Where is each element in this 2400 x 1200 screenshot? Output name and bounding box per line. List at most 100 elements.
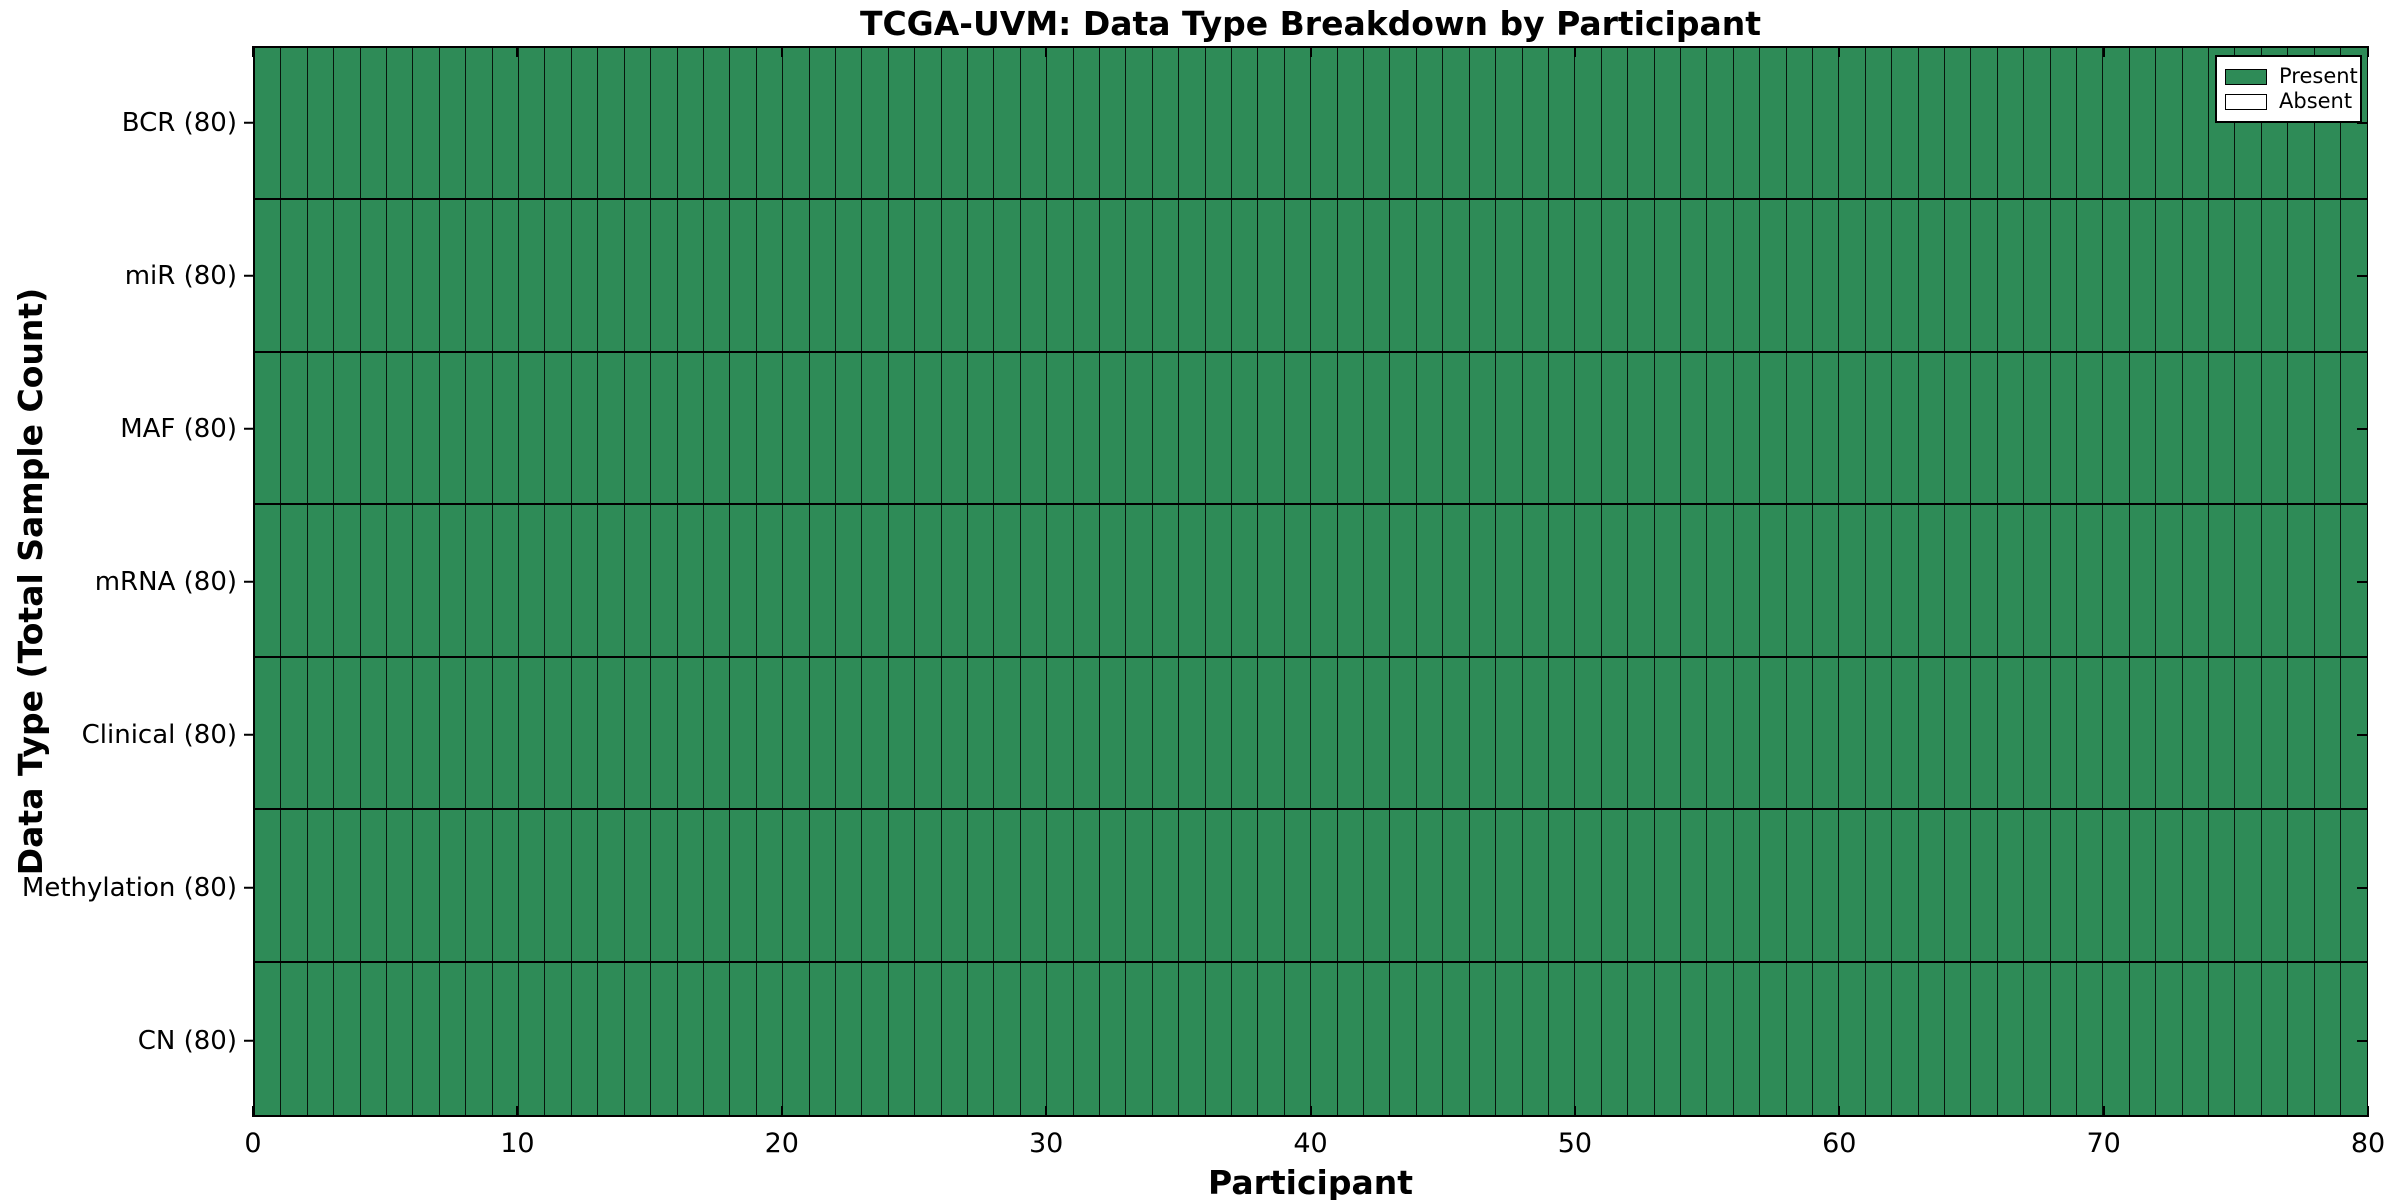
grid-cell xyxy=(1892,657,1919,809)
grid-cell xyxy=(2050,505,2078,656)
grid-cell xyxy=(2050,48,2078,199)
grid-cell xyxy=(1812,810,1840,961)
grid-cell xyxy=(1918,810,1945,961)
grid-cell xyxy=(1918,657,1945,809)
grid-cell xyxy=(2182,962,2210,1115)
grid-cell xyxy=(2341,810,2367,961)
grid-cell xyxy=(1126,810,1153,961)
y-tick-label: MAF (80) xyxy=(120,413,237,444)
grid-cell xyxy=(387,48,414,199)
legend-entry-present: Present xyxy=(2225,64,2358,89)
grid-cell xyxy=(1020,352,1048,504)
grid-cell xyxy=(941,352,968,504)
grid-cell xyxy=(1496,352,1523,504)
grid-cell xyxy=(1865,962,1893,1115)
grid-cell xyxy=(1073,505,1100,656)
grid-cell xyxy=(1918,505,1945,656)
grid-cell xyxy=(1020,962,1048,1115)
grid-cell xyxy=(1918,48,1945,199)
grid-cell xyxy=(1760,962,1787,1115)
x-tick-label: 0 xyxy=(244,1127,262,1159)
grid-cell xyxy=(1073,657,1100,809)
grid-cell xyxy=(307,810,335,961)
grid-cell xyxy=(1760,200,1787,351)
grid-cell xyxy=(756,48,784,199)
grid-cell xyxy=(941,505,968,656)
y-tick-mark xyxy=(244,274,253,277)
grid-cell xyxy=(2129,505,2157,656)
grid-cell xyxy=(783,200,810,351)
grid-cell xyxy=(783,48,810,199)
grid-cell xyxy=(1205,810,1233,961)
grid-cell xyxy=(2024,352,2051,504)
grid-cell xyxy=(1522,48,1549,199)
grid-cell xyxy=(2182,48,2210,199)
grid-cell xyxy=(1469,505,1497,656)
grid-cell xyxy=(1892,962,1919,1115)
grid-cell xyxy=(1522,657,1549,809)
grid-cell xyxy=(1337,810,1365,961)
grid-cell xyxy=(2156,810,2183,961)
grid-cell xyxy=(809,200,836,351)
grid-cell xyxy=(1812,505,1840,656)
grid-cell xyxy=(1680,352,1708,504)
grid-cell xyxy=(1601,48,1629,199)
grid-cell xyxy=(334,810,361,961)
grid-cell xyxy=(1258,810,1285,961)
grid-cell xyxy=(1628,48,1655,199)
grid-cell xyxy=(1337,962,1365,1115)
grid-cell xyxy=(1443,810,1470,961)
grid-cell xyxy=(1311,352,1338,504)
grid-cell xyxy=(1680,200,1708,351)
grid-cell xyxy=(2103,962,2130,1115)
grid-cell xyxy=(1997,352,2025,504)
grid-cell xyxy=(1786,657,1813,809)
grid-cell xyxy=(1522,200,1549,351)
grid-cell xyxy=(1997,48,2025,199)
grid-cell xyxy=(281,962,308,1115)
grid-cell xyxy=(2209,200,2236,351)
grid-cell xyxy=(835,962,863,1115)
grid-cell xyxy=(1601,505,1629,656)
grid-cell xyxy=(1522,962,1549,1115)
grid-cell xyxy=(1284,657,1312,809)
grid-cell xyxy=(2129,352,2157,504)
grid-cell xyxy=(387,200,414,351)
grid-cell xyxy=(492,810,520,961)
grid-cell xyxy=(730,657,757,809)
grid-cell xyxy=(2209,657,2236,809)
x-axis-label: Participant xyxy=(1208,1162,1413,1200)
grid-cell xyxy=(1126,48,1153,199)
grid-cell xyxy=(1971,962,1998,1115)
grid-cell xyxy=(1496,962,1523,1115)
grid-cell xyxy=(1047,657,1074,809)
grid-cell xyxy=(2129,810,2157,961)
grid-cell xyxy=(2050,810,2078,961)
grid-cell xyxy=(1047,505,1074,656)
grid-cell xyxy=(598,352,625,504)
grid-cell xyxy=(915,48,942,199)
grid-cell xyxy=(1205,200,1233,351)
grid-cell xyxy=(1839,810,1866,961)
grid-cell xyxy=(334,352,361,504)
grid-cell xyxy=(994,962,1021,1115)
grid-cell xyxy=(1047,352,1074,504)
grid-cell xyxy=(1364,505,1391,656)
grid-cell xyxy=(2077,962,2104,1115)
grid-cell xyxy=(1628,352,1655,504)
grid-cell xyxy=(1628,810,1655,961)
grid-cell xyxy=(2209,810,2236,961)
grid-cell xyxy=(1496,200,1523,351)
grid-cell xyxy=(307,962,335,1115)
plot-area xyxy=(253,46,2368,1117)
grid-cell xyxy=(545,352,572,504)
grid-cell xyxy=(2103,505,2130,656)
grid-cell xyxy=(730,352,757,504)
grid-cell xyxy=(809,810,836,961)
grid-cell xyxy=(888,352,916,504)
grid-cell xyxy=(1892,505,1919,656)
grid-cell xyxy=(1971,810,1998,961)
grid-cell xyxy=(1601,200,1629,351)
grid-cell xyxy=(2103,200,2130,351)
grid-cell xyxy=(571,200,599,351)
